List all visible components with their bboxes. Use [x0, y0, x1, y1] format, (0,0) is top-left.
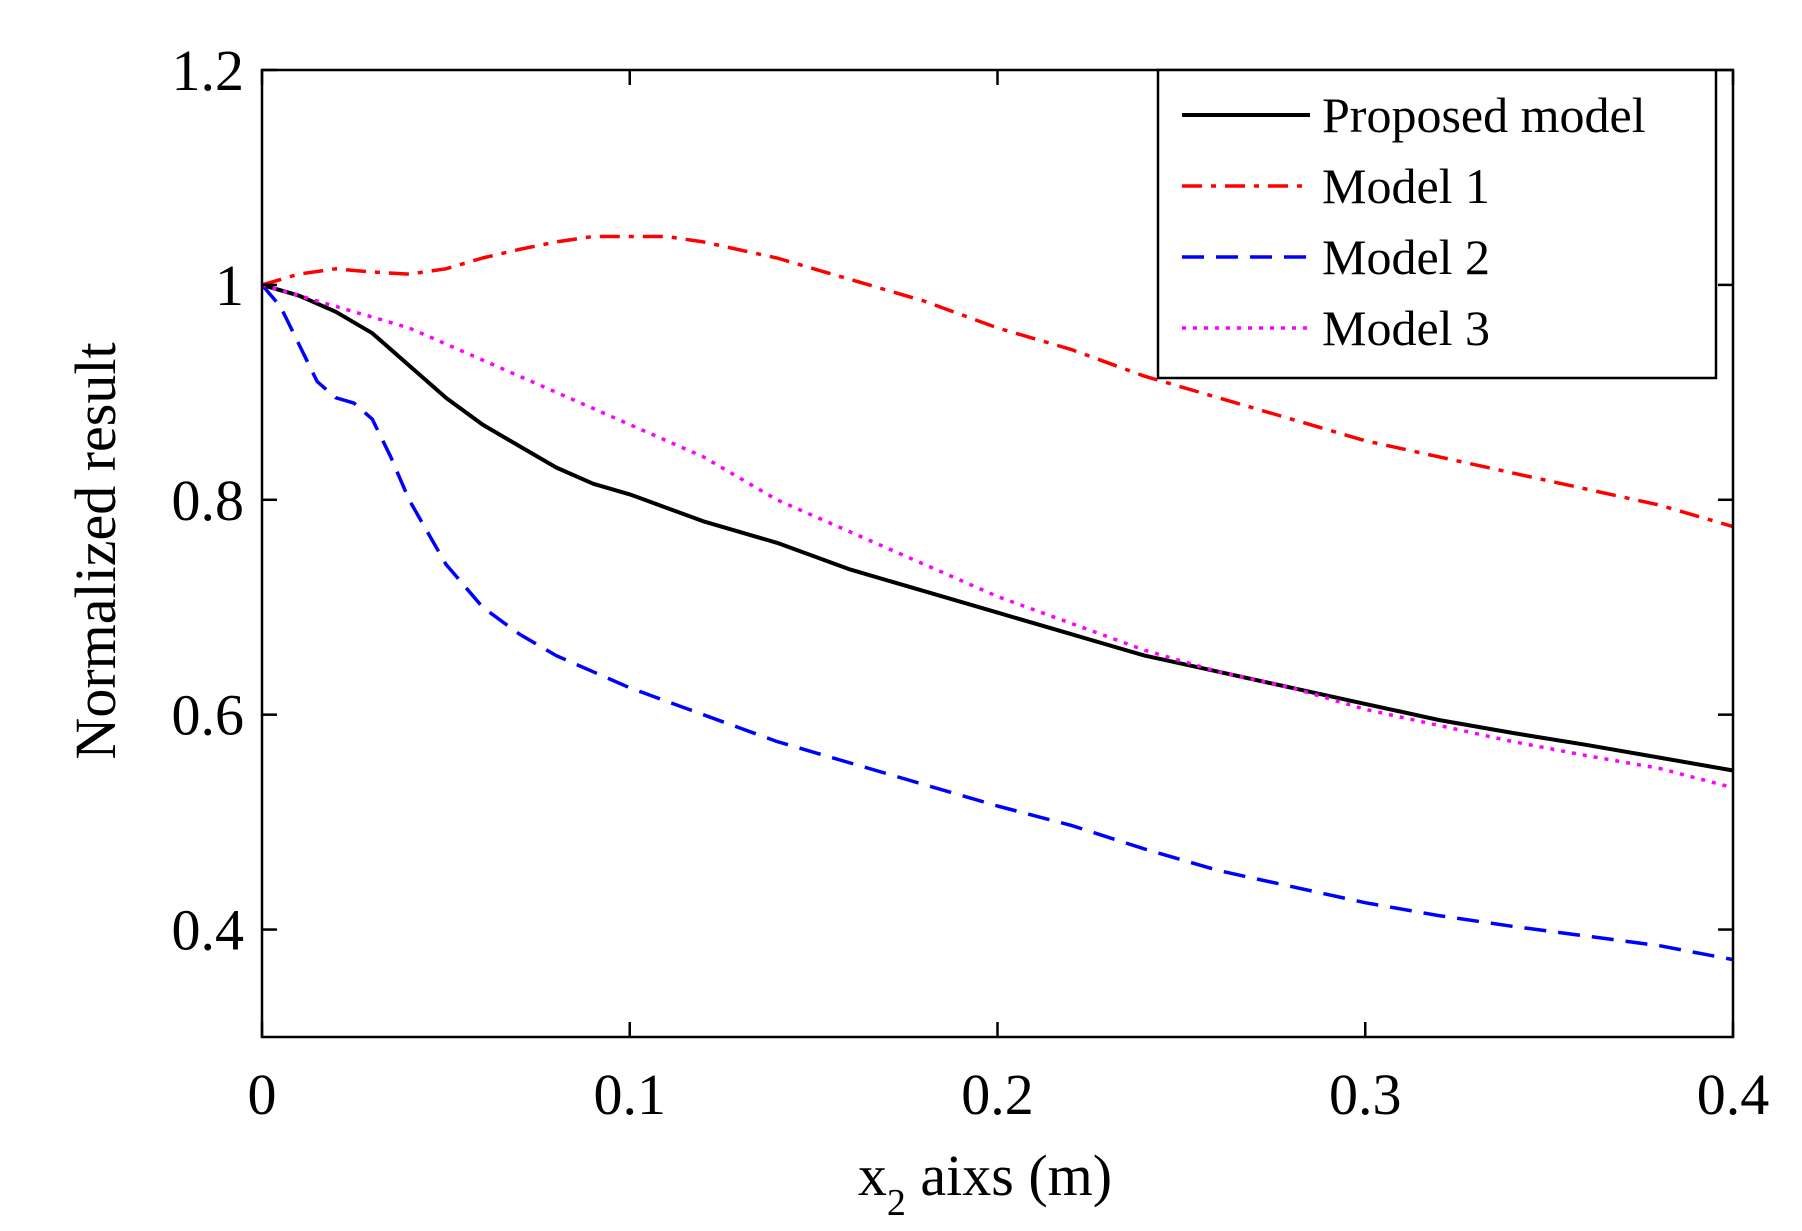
y-tick-label: 0.4 [172, 898, 245, 963]
legend-items: Proposed model Model 1 Model 2 Model 3 [1182, 87, 1646, 356]
legend: Proposed model Model 1 Model 2 Model 3 [1156, 68, 1718, 380]
x-axis-label-subscript: 2 [887, 1182, 906, 1224]
x-tick-label: 0 [248, 1062, 277, 1127]
series-line-proposed-model [261, 282, 1734, 773]
y-axis-label: Normalized result [63, 342, 128, 759]
y-tick-label: 1 [215, 253, 244, 318]
series-line-model-1 [261, 234, 1734, 529]
x-tick-label: 0.1 [594, 1062, 667, 1127]
x-axis-label-main: x [858, 1143, 887, 1208]
x-axis-label-rest: aixs (m) [906, 1143, 1112, 1208]
tick-label-layer: 0 0.1 0.2 0.3 0.4 0.4 0.6 0.8 1 1.2 [172, 38, 1770, 1127]
y-tick-label: 0.8 [172, 468, 245, 533]
y-tick-label: 1.2 [172, 38, 245, 103]
legend-label: Model 2 [1322, 229, 1490, 285]
x-tick-label: 0.2 [961, 1062, 1034, 1127]
legend-label: Model 3 [1322, 300, 1490, 356]
x-axis-label: x2 aixs (m) [858, 1143, 1112, 1224]
x-tick-label: 0.4 [1697, 1062, 1770, 1127]
series-line-model-2 [260, 283, 1734, 962]
y-tick-label: 0.6 [172, 683, 245, 748]
series-layer [260, 234, 1734, 962]
legend-label: Proposed model [1322, 87, 1646, 143]
x-tick-label: 0.3 [1329, 1062, 1402, 1127]
legend-label: Model 1 [1322, 158, 1490, 214]
plot-frame [260, 68, 1735, 1039]
